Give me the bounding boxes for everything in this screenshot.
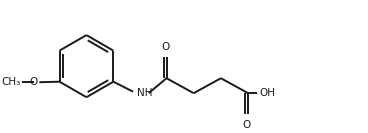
Text: O: O xyxy=(243,120,251,130)
Text: O: O xyxy=(29,77,38,87)
Text: NH: NH xyxy=(137,88,152,98)
Text: OH: OH xyxy=(259,88,275,98)
Text: O: O xyxy=(161,42,169,52)
Text: CH₃: CH₃ xyxy=(1,77,20,87)
